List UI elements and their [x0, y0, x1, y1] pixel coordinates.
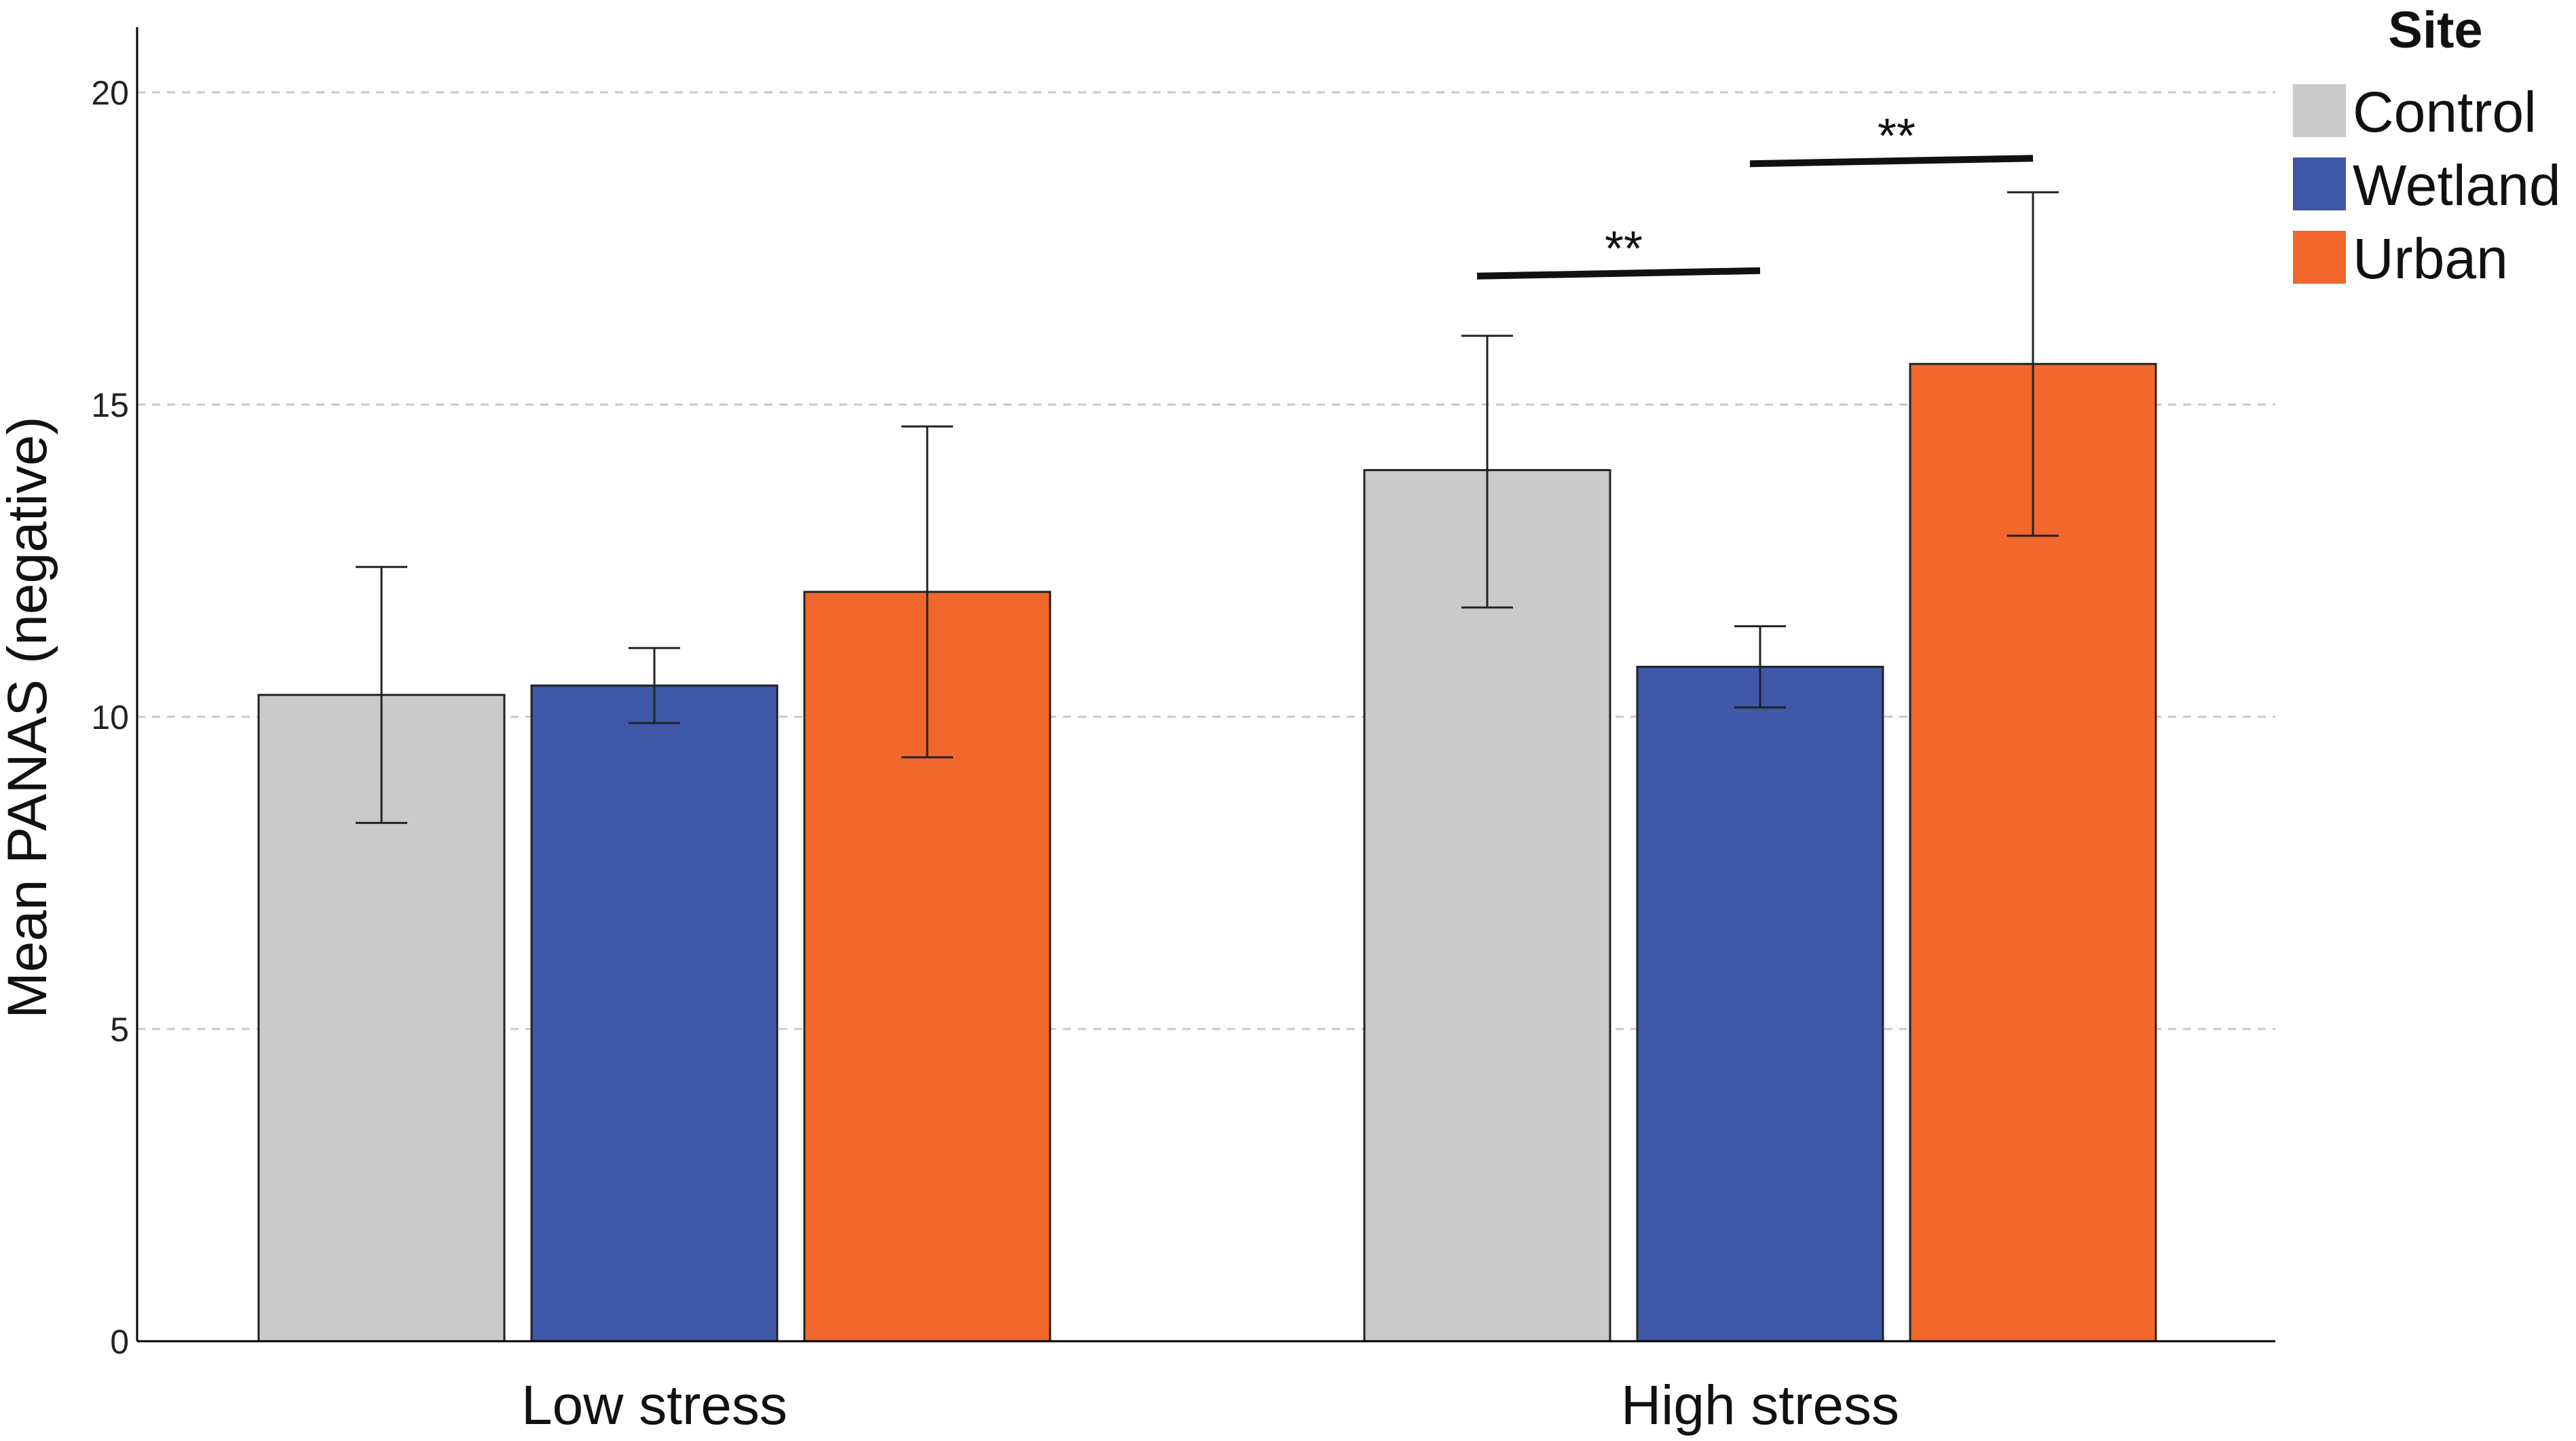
- significance-annotations: ** **: [1476, 109, 2034, 280]
- y-ticks: 0 5 10 15 20: [91, 74, 129, 1361]
- y-tick-label: 10: [91, 698, 129, 736]
- legend-swatch-urban: [2293, 231, 2346, 284]
- y-tick-label: 0: [110, 1323, 129, 1361]
- bar-wetland: [1636, 665, 1884, 1343]
- error-bars: [356, 191, 2059, 824]
- legend-swatch-wetland: [2293, 157, 2346, 210]
- bars: [257, 362, 2157, 1343]
- legend: Site Control Wetland Urban: [2293, 1, 2561, 291]
- x-category-label: High stress: [1621, 1374, 1899, 1436]
- legend-label-control: Control: [2353, 80, 2537, 144]
- significance-line: [1749, 155, 2034, 168]
- significance-marker: **: [1878, 109, 1916, 164]
- legend-label-urban: Urban: [2353, 227, 2508, 291]
- y-tick-label: 20: [91, 74, 129, 112]
- significance-line: [1476, 267, 1761, 280]
- legend-title: Site: [2388, 1, 2482, 59]
- y-tick-label: 5: [110, 1011, 129, 1049]
- legend-label-wetland: Wetland: [2353, 153, 2561, 217]
- axes: [136, 27, 2275, 1343]
- significance-marker: **: [1605, 222, 1643, 276]
- x-categories: Low stress High stress: [521, 1374, 1899, 1436]
- y-axis-label: Mean PANAS (negative): [0, 416, 58, 1018]
- legend-swatch-control: [2293, 84, 2346, 137]
- bar-wetland: [530, 684, 779, 1343]
- y-tick-label: 15: [91, 386, 129, 424]
- x-category-label: Low stress: [521, 1374, 787, 1436]
